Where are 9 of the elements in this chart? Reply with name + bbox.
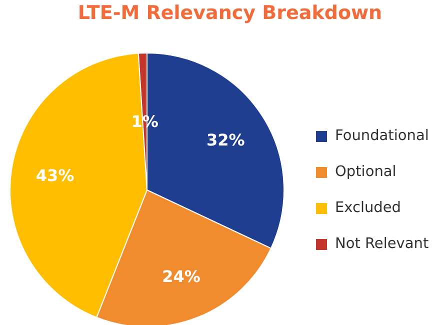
legend-label: Not Relevant <box>335 236 429 252</box>
data-label: 43% <box>36 166 74 185</box>
data-label: 24% <box>162 267 200 286</box>
data-label: 1% <box>131 112 158 132</box>
chart-title: LTE-M Relevancy Breakdown <box>76 2 384 24</box>
legend-label: Optional <box>335 164 396 180</box>
data-label: 32% <box>206 130 245 150</box>
legend-label: Excluded <box>335 200 402 216</box>
legend-label: Foundational <box>335 128 429 144</box>
